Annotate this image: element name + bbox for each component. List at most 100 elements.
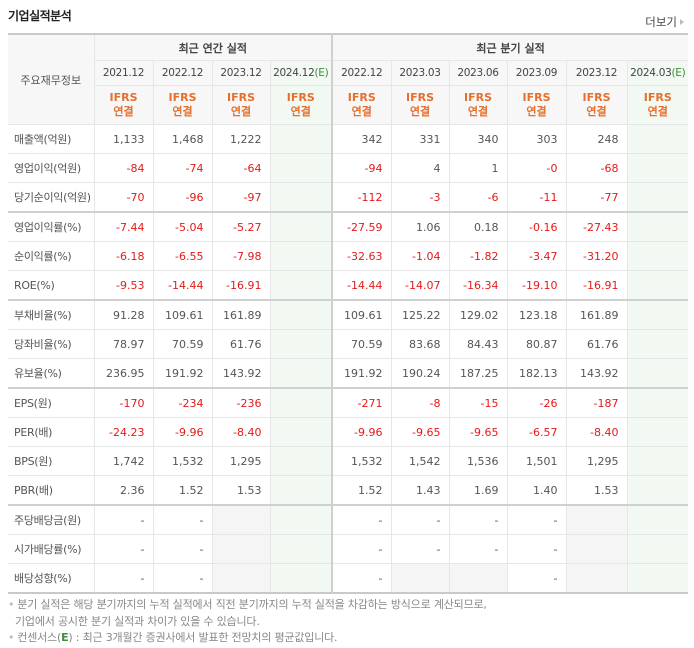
consolidated-label: 연결 [351, 105, 372, 118]
table-cell: -3 [390, 182, 450, 213]
ifrs-consolidated-link[interactable]: IFRS 연결 [390, 85, 450, 125]
table-cell [626, 211, 689, 242]
table-cell [269, 329, 333, 359]
row-label: 영업이익(억원) [8, 153, 95, 183]
table-cell: 123.18 [506, 299, 567, 330]
table-cell: 1,295 [565, 446, 628, 476]
row-label: 영업이익률(%) [8, 211, 95, 242]
table-cell: 191.92 [331, 358, 392, 389]
table-cell: 78.97 [93, 329, 154, 359]
table-cell: 125.22 [390, 299, 450, 330]
period-label: 2021.12 [102, 67, 145, 79]
arrow-right-icon [680, 19, 684, 25]
row-label: PBR(배) [8, 475, 95, 506]
table-cell: -27.59 [331, 211, 392, 242]
table-cell: 1.40 [506, 475, 567, 506]
table-cell: -70 [93, 182, 154, 213]
period-label: 2023.03 [399, 67, 441, 79]
ifrs-label: IFRS [643, 91, 672, 104]
ifrs-label: IFRS [522, 91, 551, 104]
ifrs-consolidated-link[interactable]: IFRS 연결 [565, 85, 628, 125]
table-cell [269, 358, 333, 389]
table-cell [565, 534, 628, 564]
table-cell: -14.44 [331, 270, 392, 301]
table-cell [211, 504, 271, 535]
table-cell: - [152, 534, 213, 564]
table-cell: -15 [448, 387, 508, 418]
table-cell: -74 [152, 153, 213, 183]
table-cell [269, 153, 333, 183]
table-cell [269, 563, 333, 594]
table-cell: 1,222 [211, 124, 271, 154]
row-label: 주당배당금(원) [8, 504, 95, 535]
table-cell [626, 475, 689, 506]
ifrs-consolidated-link[interactable]: IFRS 연결 [331, 85, 392, 125]
table-row: 영업이익(억원) -84 -74 -64 -94 4 1 -0 -68 [8, 153, 689, 183]
ifrs-label: IFRS [347, 91, 376, 104]
row-label: ROE(%) [8, 270, 95, 301]
quarterly-group-header: 최근 분기 실적 [331, 33, 689, 61]
table-cell [269, 270, 333, 301]
table-cell: -84 [93, 153, 154, 183]
row-label: BPS(원) [8, 446, 95, 476]
table-cell: 342 [331, 124, 392, 154]
consolidated-label: 연결 [113, 105, 134, 118]
period-header: 2023.12 [211, 60, 271, 86]
row-label: 매출액(억원) [8, 124, 95, 154]
table-cell: -112 [331, 182, 392, 213]
table-cell: 1.53 [565, 475, 628, 506]
footnotes: • 분기 실적은 해당 분기까지의 누적 실적에서 직전 분기까지의 누적 실적을… [8, 597, 487, 647]
table-cell: 1,532 [152, 446, 213, 476]
table-cell: 1 [448, 153, 508, 183]
table-cell: -26 [506, 387, 567, 418]
table-row: 부채비율(%) 91.28 109.61 161.89 109.61 125.22 129.… [8, 299, 689, 330]
more-link[interactable]: 더보기 [645, 14, 684, 30]
ifrs-consolidated-link[interactable]: IFRS 연결 [269, 85, 333, 125]
table-cell: -32.63 [331, 241, 392, 271]
table-cell [626, 182, 689, 213]
table-cell: -9.96 [152, 417, 213, 447]
table-cell: - [93, 504, 154, 535]
table-cell: 1,468 [152, 124, 213, 154]
table-cell: -16.91 [211, 270, 271, 301]
ifrs-consolidated-link[interactable]: IFRS 연결 [626, 85, 689, 125]
ifrs-header-row: IFRS 연결 IFRS 연결 IFRS 연결 IFRS 연결 IFRS 연결 IFRS 연결 IFRS… [8, 85, 689, 125]
period-label: 2023.12 [575, 67, 618, 79]
period-header: 2023.09 [506, 60, 567, 86]
annual-group-header: 최근 연간 실적 [93, 33, 333, 61]
ifrs-consolidated-link[interactable]: IFRS 연결 [448, 85, 508, 125]
table-cell: 1.52 [152, 475, 213, 506]
ifrs-consolidated-link[interactable]: IFRS 연결 [152, 85, 213, 125]
period-label: 2023.09 [515, 67, 558, 79]
ifrs-consolidated-link[interactable]: IFRS 연결 [506, 85, 567, 125]
table-cell: 0.18 [448, 211, 508, 242]
table-cell [269, 504, 333, 535]
table-cell: -14.07 [390, 270, 450, 301]
table-cell: 70.59 [331, 329, 392, 359]
table-cell: 1.43 [390, 475, 450, 506]
period-label: 2023.12 [220, 67, 262, 79]
table-cell: 1.69 [448, 475, 508, 506]
table-cell: 1,542 [390, 446, 450, 476]
table-cell [565, 504, 628, 535]
table-cell: -9.65 [390, 417, 450, 447]
table-cell: 187.25 [448, 358, 508, 389]
period-header: 2023.06 [448, 60, 508, 86]
ifrs-consolidated-link[interactable]: IFRS 연결 [211, 85, 271, 125]
period-header: 2022.12 [331, 60, 392, 86]
table-cell: 236.95 [93, 358, 154, 389]
table-row: ROE(%) -9.53 -14.44 -16.91 -14.44 -14.07 -16.3… [8, 270, 689, 301]
table-cell: 2.36 [93, 475, 154, 506]
table-row: PBR(배) 2.36 1.52 1.53 1.52 1.43 1.69 1.40 1.53 [8, 475, 689, 506]
table-cell [626, 124, 689, 154]
table-cell: - [93, 534, 154, 564]
table-cell: - [448, 534, 508, 564]
table-cell: 161.89 [565, 299, 628, 330]
table-cell: -0.16 [506, 211, 567, 242]
table-cell: 248 [565, 124, 628, 154]
table-cell [211, 563, 271, 594]
row-label: 당좌비율(%) [8, 329, 95, 359]
table-cell [269, 417, 333, 447]
ifrs-consolidated-link[interactable]: IFRS 연결 [93, 85, 154, 125]
row-label: 유보율(%) [8, 358, 95, 389]
